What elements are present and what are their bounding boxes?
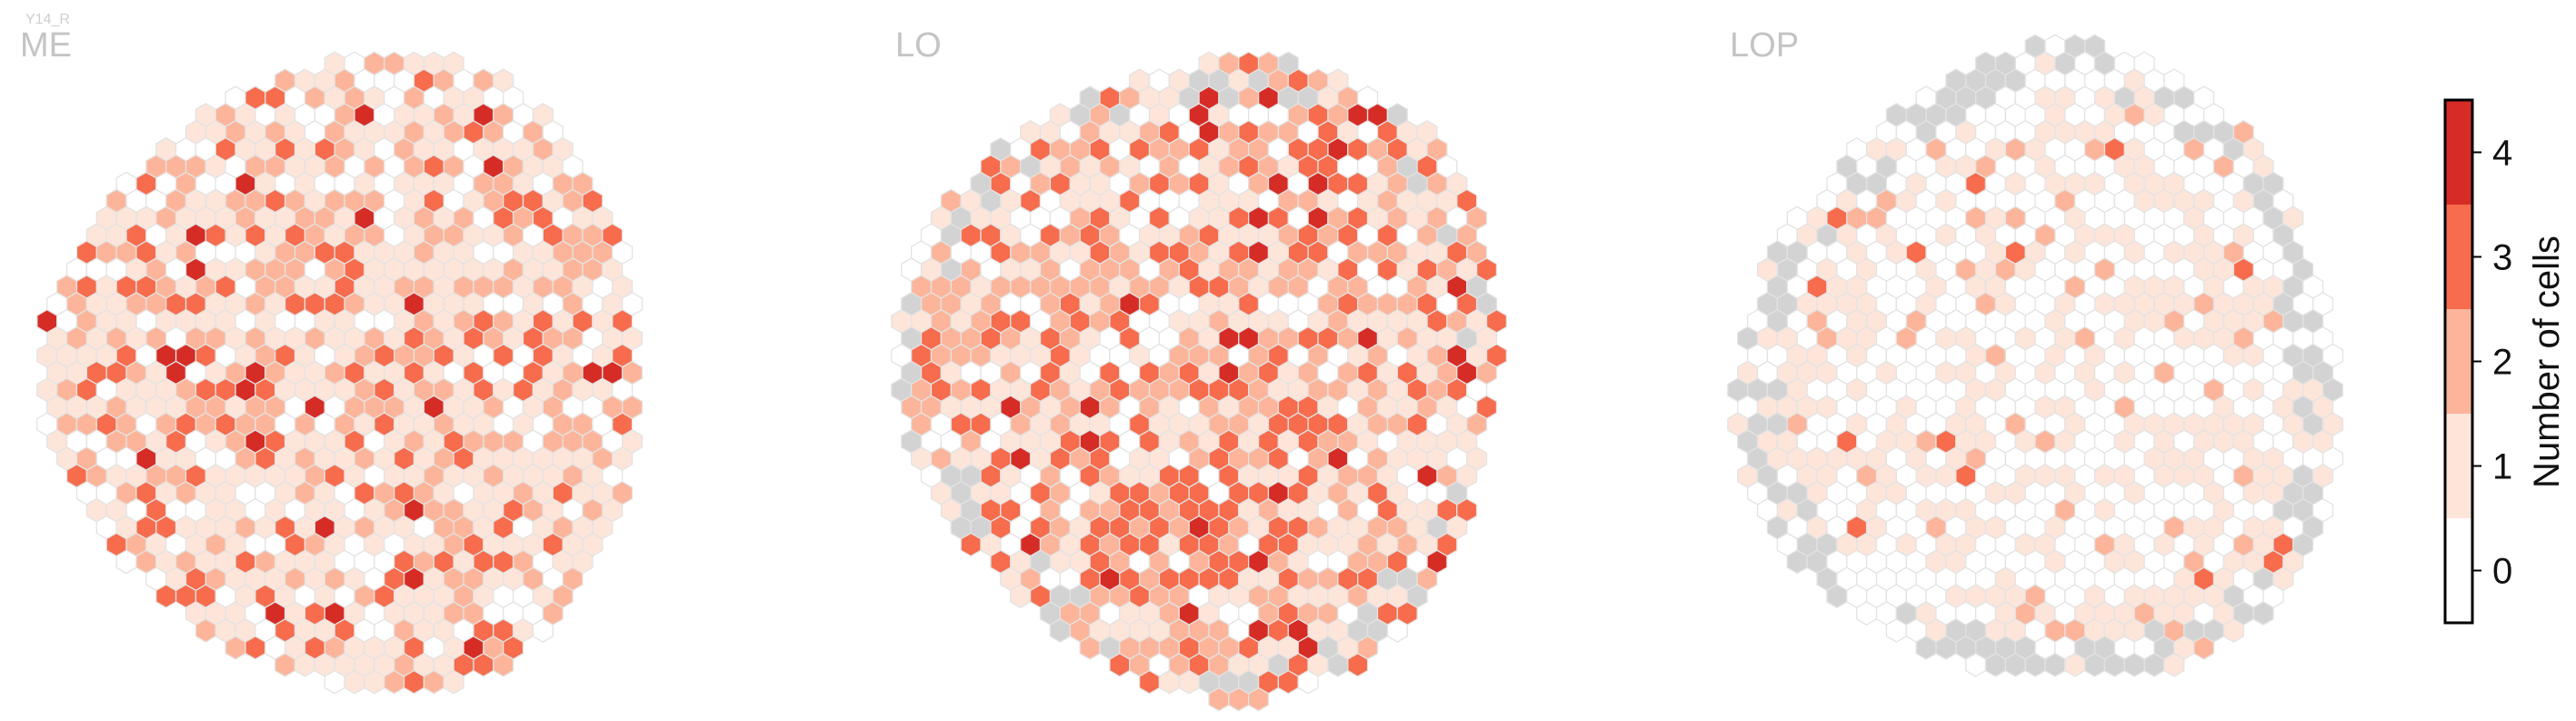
colorbar-label: Number of cells [2527,235,2567,488]
hex-cell [493,652,514,677]
hex-grid-lo [891,51,1508,712]
colorbar-block [2445,414,2472,518]
hex-cell [1049,618,1071,643]
hex-cell [324,669,345,695]
hex-cell [1826,584,1848,609]
hex-cell [1178,669,1200,695]
hex-cell [2143,652,2165,677]
hex-cell [1965,652,1987,677]
hex-cell [364,669,385,695]
hex-cell [155,584,177,609]
hex-cell [1915,636,1937,660]
hex-cell [1208,686,1230,712]
hex-cell [473,652,494,677]
hex-cell [423,669,444,695]
hex-cell [2252,601,2274,626]
hex-cell [195,618,216,643]
colorbar-block [2445,205,2472,309]
hex-cell [1347,652,1369,677]
hex-cell [384,669,405,695]
hex-cell [1935,636,1957,660]
hex-cell [1984,652,2007,677]
hex-cell [2004,652,2026,677]
hex-cell [2024,652,2046,677]
hex-cell [1138,669,1161,695]
colorbar-tick-label: 2 [2492,343,2512,383]
hex-cell [443,669,464,695]
colorbar-ticks: 0 1 2 3 4 [2472,134,2512,592]
hex-cell [1228,686,1250,712]
hex-cell [1885,618,1907,643]
hex-cell [294,652,316,677]
hex-grid-me [36,51,644,695]
panel-title-me: ME [20,26,72,65]
hex-cell [1158,669,1180,695]
colorbar-block [2445,100,2472,205]
colorbar-tick-label: 0 [2492,552,2512,592]
hex-cell [2103,652,2125,677]
panel-me: ME [20,26,644,695]
colorbar-blocks [2445,100,2472,623]
colorbar: 0 1 2 3 4 Number of cells [2443,98,2567,625]
colorbar-block [2445,518,2472,623]
hex-cell [1297,669,1319,695]
hex-cell [1109,652,1131,677]
hex-cell [1327,652,1349,677]
hex-cell [1856,601,1878,626]
hex-grid-lop [1727,34,2344,677]
hex-cell [2044,652,2066,677]
colorbar-tick-label: 1 [2492,447,2512,487]
hex-cell [1010,584,1032,609]
hex-cell [532,618,554,643]
hex-cell [275,652,296,677]
hex-cell [115,549,137,575]
hex-cell [1386,618,1408,643]
hex-cell [245,636,266,660]
panel-lop: LOP [1727,26,2344,677]
hex-cell [225,636,246,660]
panel-title-lo: LO [895,26,942,65]
hex-cell [2123,652,2145,677]
hex-cell [960,532,982,557]
hex-cell [403,669,425,695]
hex-cell [2163,652,2185,677]
figure-supertitle: Y14_R [25,12,70,27]
hex-cell [1079,636,1101,660]
hex-cell [1277,669,1299,695]
hex-cell [2064,652,2086,677]
hex-cell [2083,652,2106,677]
colorbar-tick-label: 4 [2492,134,2512,174]
colorbar-block [2445,309,2472,414]
hex-cell [1248,686,1270,712]
panel-title-lop: LOP [1730,26,1799,65]
hex-cell [1786,549,1808,575]
hex-cell [344,669,365,695]
hex-cell [2222,618,2244,643]
panel-lo: LO [891,26,1508,712]
hex-cell [2193,636,2215,660]
colorbar-tick-label: 3 [2492,238,2512,278]
